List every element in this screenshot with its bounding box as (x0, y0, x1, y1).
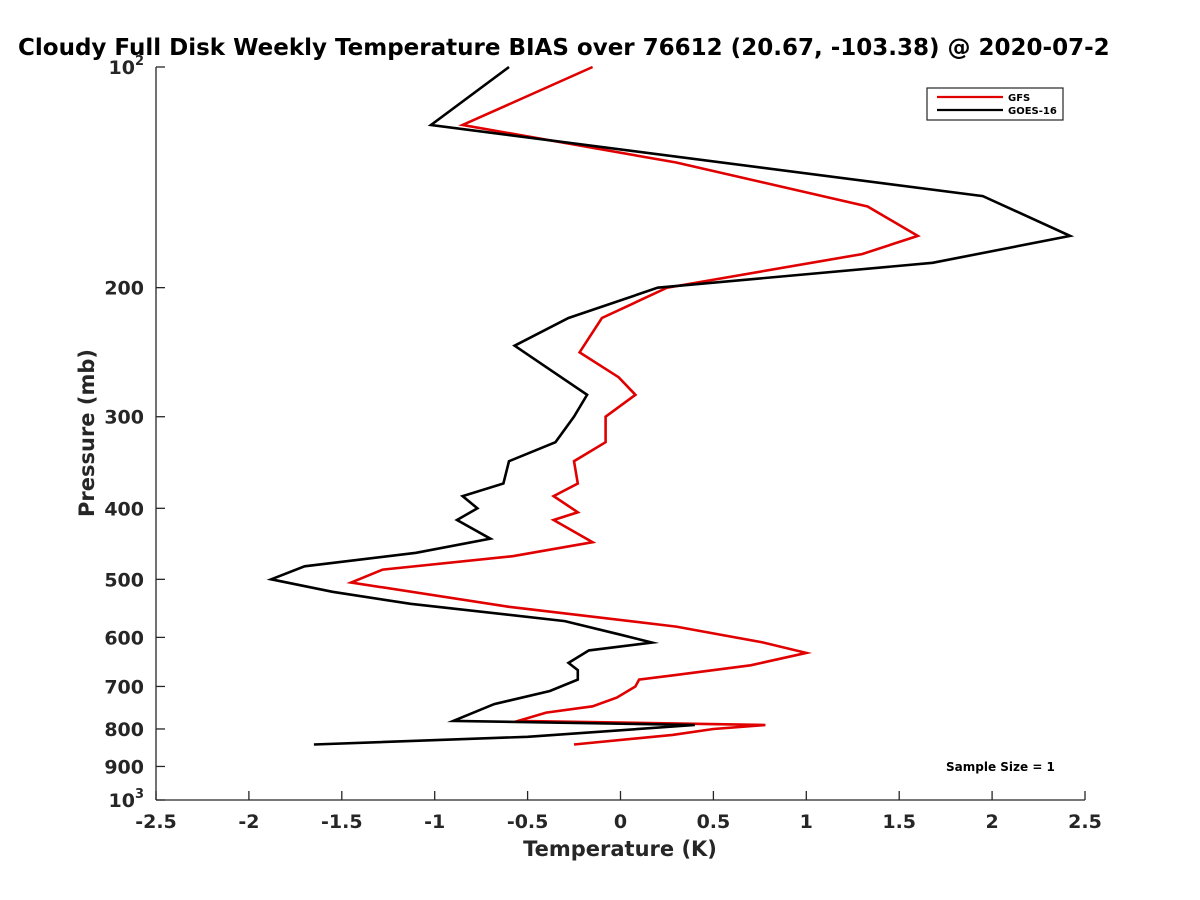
y-tick-label: 102 (109, 54, 145, 79)
x-tick-label: -0.5 (507, 811, 549, 833)
x-tick-label: -1 (424, 811, 445, 833)
y-tick-label: 400 (104, 498, 144, 520)
x-tick-label: 0 (614, 811, 627, 833)
x-ticks: -2.5 -2 -1.5 -1 -0.5 0 0.5 1 1.5 2 2.5 (135, 791, 1102, 833)
y-tick-exponent: 3 (135, 787, 144, 802)
y-tick-label: 200 (104, 278, 144, 300)
x-tick-label: -2 (238, 811, 259, 833)
legend: GFS GOES-16 (926, 87, 1064, 121)
x-tick-label: 2 (985, 811, 998, 833)
plot-frame (155, 67, 1085, 801)
chart-title: Cloudy Full Disk Weekly Temperature BIAS… (18, 35, 1110, 61)
series-line-gfs (346, 65, 921, 746)
series-layer (266, 65, 1075, 746)
legend-goes16-label: GOES-16 (1008, 106, 1057, 117)
legend-gfs-label: GFS (1008, 93, 1030, 104)
y-tick-label: 900 (104, 756, 144, 778)
series-line-goes-16 (266, 65, 1075, 746)
y-axis-label: Pressure (mb) (75, 349, 99, 517)
y-tick-exponent: 2 (135, 54, 144, 69)
legend-box (926, 87, 1064, 121)
x-axis-label: Temperature (K) (523, 837, 717, 861)
x-tick-label: 1.5 (882, 811, 916, 833)
y-tick-label: 800 (104, 719, 144, 741)
y-tick-base: 10 (109, 790, 135, 812)
y-tick-label: 500 (104, 569, 144, 591)
x-tick-label: 2.5 (1068, 811, 1102, 833)
y-tick-label: 600 (104, 627, 144, 649)
y-tick-label: 700 (104, 676, 144, 698)
x-tick-label: -1.5 (321, 811, 363, 833)
y-tick-base: 10 (109, 57, 135, 79)
sample-size-annotation: Sample Size = 1 (946, 760, 1055, 774)
y-tick-label: 103 (109, 787, 145, 812)
x-tick-label: 1 (800, 811, 813, 833)
x-tick-label: -2.5 (135, 811, 177, 833)
y-tick-label: 300 (104, 407, 144, 429)
x-tick-label: 0.5 (697, 811, 731, 833)
